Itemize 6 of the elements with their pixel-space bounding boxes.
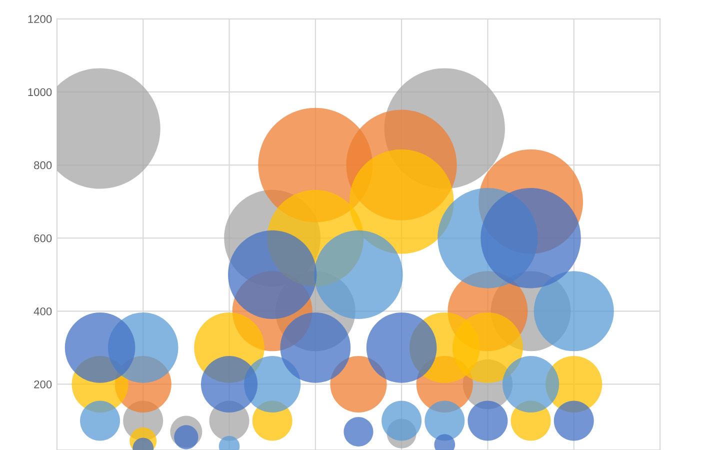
- y-tick-label: 1200: [28, 15, 52, 24]
- y-tick-label: 800: [34, 161, 52, 170]
- y-tick-label: 1000: [28, 88, 52, 96]
- y-tick-label: 600: [34, 234, 52, 242]
- y-tick-label: 200: [34, 380, 52, 388]
- y-tick-label: 400: [34, 307, 52, 316]
